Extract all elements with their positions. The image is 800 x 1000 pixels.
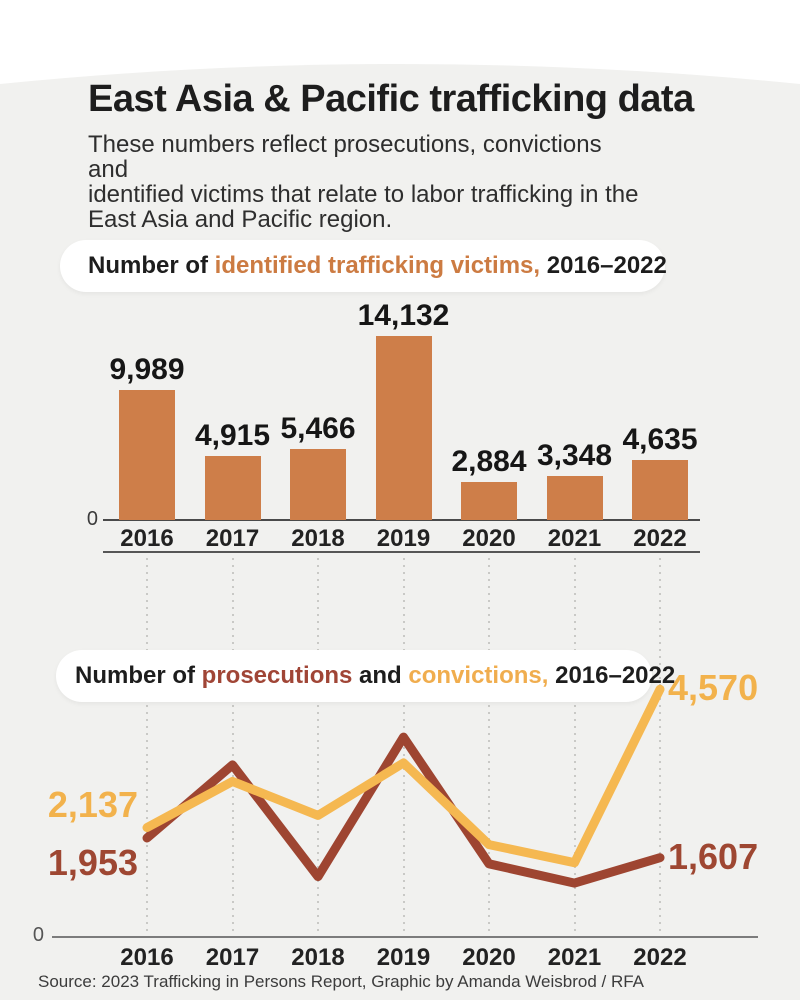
bar-value-label: 9,989: [109, 352, 185, 386]
page-title: East Asia & Pacific trafficking data: [88, 78, 694, 120]
bar-x-axis-label: 2018: [291, 525, 345, 552]
lines-title-and: and: [352, 662, 409, 689]
lines-title-convictions: convictions,: [408, 662, 549, 689]
bar-2020: [461, 482, 517, 520]
prosecutions-start-value: 1,953: [47, 842, 138, 883]
bar-x-axis-label: 2020: [462, 525, 516, 552]
bar-2021: [546, 476, 603, 520]
dotted-gridline-2020: [488, 558, 490, 935]
source-credit: Source: 2023 Trafficking in Persons Repo…: [38, 972, 645, 991]
bar-2018: [290, 448, 346, 520]
line-x-axis-label: 2022: [633, 944, 687, 971]
dotted-gridline-2018: [317, 558, 319, 935]
convictions-end-value: 4,570: [668, 667, 759, 708]
bar-2022: [632, 459, 688, 520]
prosecutions-end-value: 1,607: [668, 836, 759, 877]
lines-title-prosecutions: prosecutions: [201, 662, 353, 689]
bar-2019: [375, 336, 432, 520]
bar-value-label: 14,132: [357, 299, 450, 332]
line-chart-zero-label: 0: [32, 924, 44, 946]
bar-x-axis-label: 2017: [205, 525, 260, 552]
bar-value-label: 4,915: [194, 419, 271, 452]
dotted-gridline-2017: [231, 558, 234, 935]
bar-value-label: 5,466: [280, 411, 356, 445]
dotted-gridline-2019: [402, 558, 405, 935]
convictions-start-value: 2,137: [47, 784, 138, 825]
dotted-gridline-2021: [573, 558, 576, 935]
bar-value-label: 4,635: [622, 422, 698, 456]
bar-x-axis-label: 2016: [120, 525, 174, 552]
bar-x-axis-label: 2019: [376, 525, 431, 552]
bar-x-axis-label: 2022: [633, 525, 687, 552]
page-subtitle: These numbers reflect prosecutions, conv…: [88, 131, 639, 233]
victims-title-highlight: identified trafficking victims,: [214, 252, 541, 279]
bar-2017: [204, 456, 261, 520]
line-x-axis-label: 2019: [376, 944, 431, 971]
bar-chart-zero-label: 0: [86, 508, 98, 530]
bar-value-label: 2,884: [451, 445, 527, 479]
bar-value-label: 3,348: [536, 439, 613, 473]
line-x-axis-label: 2017: [205, 944, 260, 971]
bar-chart-divider-line: [103, 551, 700, 553]
bar-chart-axis-line: [103, 519, 700, 521]
line-x-axis-label: 2016: [120, 944, 174, 971]
line-x-axis-label: 2020: [462, 944, 516, 971]
lines-title-daterange: 2016–2022: [548, 662, 676, 689]
line-chart-axis-line: [52, 936, 758, 938]
lines-title-prefix: Number of: [75, 662, 202, 689]
victims-title-prefix: Number of: [88, 252, 215, 279]
bar-2016: [119, 389, 175, 520]
victims-chart-title: Number of identified trafficking victims…: [60, 240, 667, 292]
bar-x-axis-label: 2021: [547, 525, 602, 552]
lines-chart-title: Number of prosecutions and convictions, …: [56, 650, 675, 702]
dotted-gridline-2022: [659, 558, 661, 935]
line-x-axis-label: 2021: [547, 944, 602, 971]
victims-title-daterange: 2016–2022: [540, 252, 667, 279]
dotted-gridline-2016: [146, 558, 148, 935]
line-x-axis-label: 2018: [291, 944, 345, 971]
